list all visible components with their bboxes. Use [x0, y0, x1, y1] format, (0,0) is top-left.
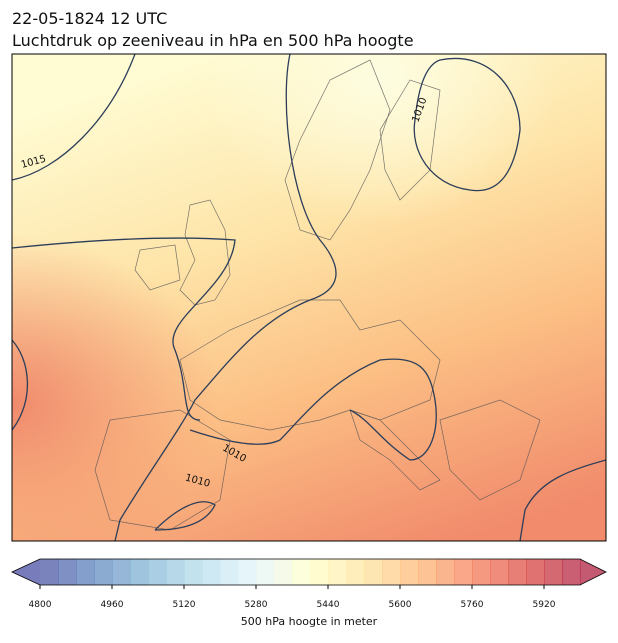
colorbar-tick-label: 5120: [173, 600, 196, 610]
colorbar-bin: [94, 559, 113, 585]
map-frame: [11, 53, 607, 542]
isobars: [12, 54, 606, 541]
colorbar-bin: [40, 559, 59, 585]
colorbar-extend: [12, 559, 40, 585]
colorbar-bin: [508, 559, 527, 585]
colorbar-tick-label: 5600: [389, 600, 412, 610]
colorbar-bin: [76, 559, 95, 585]
colorbar-extend: [580, 559, 606, 585]
colorbar-bin: [310, 559, 329, 585]
colorbar-bin: [400, 559, 419, 585]
colorbar-tick-label: 5440: [317, 600, 340, 610]
colorbar-bin: [382, 559, 401, 585]
colorbar-bin: [130, 559, 149, 585]
colorbar-tick-label: 5280: [245, 600, 268, 610]
colorbar-bin: [436, 559, 455, 585]
colorbar-bin: [184, 559, 203, 585]
colorbar-label: 500 hPa hoogte in meter: [241, 615, 378, 628]
colorbar-bin: [274, 559, 293, 585]
colorbar-bin: [454, 559, 473, 585]
colorbar-frame: [11, 558, 607, 586]
colorbar-bin: [562, 559, 581, 585]
colorbar-bin: [58, 559, 77, 585]
colorbar-bin: [166, 559, 185, 585]
colorbar-tick-label: 5920: [533, 600, 556, 610]
colorbar-bin: [328, 559, 347, 585]
colorbar-bin: [202, 559, 221, 585]
colorbar-tick-label: 5760: [461, 600, 484, 610]
colorbar-bin: [256, 559, 275, 585]
colorbar: 4800 4960 5120 5280 5440 5600 5760 5920: [11, 558, 607, 610]
title: Luchtdruk op zeeniveau in hPa en 500 hPa…: [12, 31, 414, 50]
colorbar-bin: [346, 559, 365, 585]
colorbar-bin: [292, 559, 311, 585]
colorbar-bin: [238, 559, 257, 585]
colorbar-tick-label: 4960: [101, 600, 124, 610]
date: 22-05-1824 12 UTC: [12, 9, 167, 28]
colorbar-bin: [112, 559, 131, 585]
colorbar-bin: [544, 559, 563, 585]
colorbar-tick-label: 4800: [29, 600, 52, 610]
colorbar-bin: [220, 559, 239, 585]
colorbar-bin: [418, 559, 437, 585]
colorbar-bin: [526, 559, 545, 585]
height-field: [12, 54, 606, 541]
colorbar-bin: [472, 559, 491, 585]
colorbar-bin: [148, 559, 167, 585]
map: 1015 1010 1010 1010: [12, 54, 606, 541]
colorbar-bin: [364, 559, 383, 585]
coastlines: [94, 59, 541, 531]
colorbar-bin: [490, 559, 509, 585]
